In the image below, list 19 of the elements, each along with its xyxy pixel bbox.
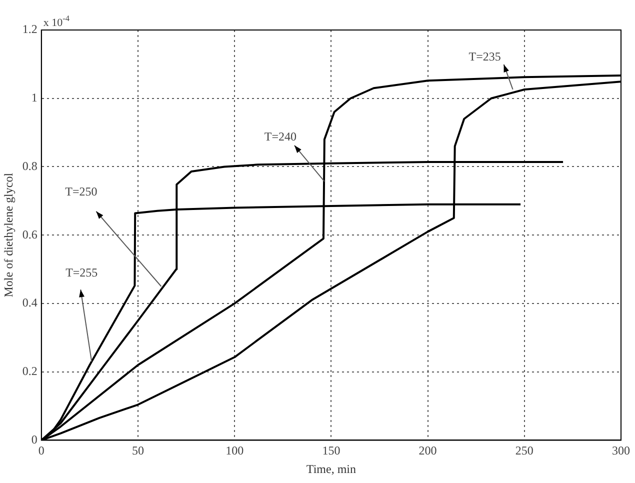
annotation: T=240: [264, 130, 296, 144]
annotation: T=250: [65, 184, 98, 199]
y-tick-label: 0: [31, 432, 38, 446]
x-axis-title: Time, min: [306, 462, 356, 476]
y-tick-label: 0.6: [22, 227, 38, 242]
y-tick-label: 1.2: [22, 22, 38, 36]
x-tick-label: 150: [322, 444, 340, 458]
x-tick-label: 50: [132, 444, 144, 458]
annotation: T=255: [66, 266, 98, 280]
y-tick-label: 0.2: [22, 364, 38, 378]
y-tick-label: 0.4: [22, 296, 38, 310]
x-tick-label: 100: [226, 444, 244, 458]
y-tick-label: 1: [31, 90, 38, 105]
annotation: T=235: [468, 50, 501, 64]
y-tick-label: 0.8: [22, 158, 38, 173]
y-axis-title: Mole of diethylene glycol: [1, 172, 16, 298]
x-tick-label: 300: [612, 444, 630, 458]
x-tick-label: 250: [515, 444, 534, 458]
x-tick-label: 200: [418, 444, 437, 458]
